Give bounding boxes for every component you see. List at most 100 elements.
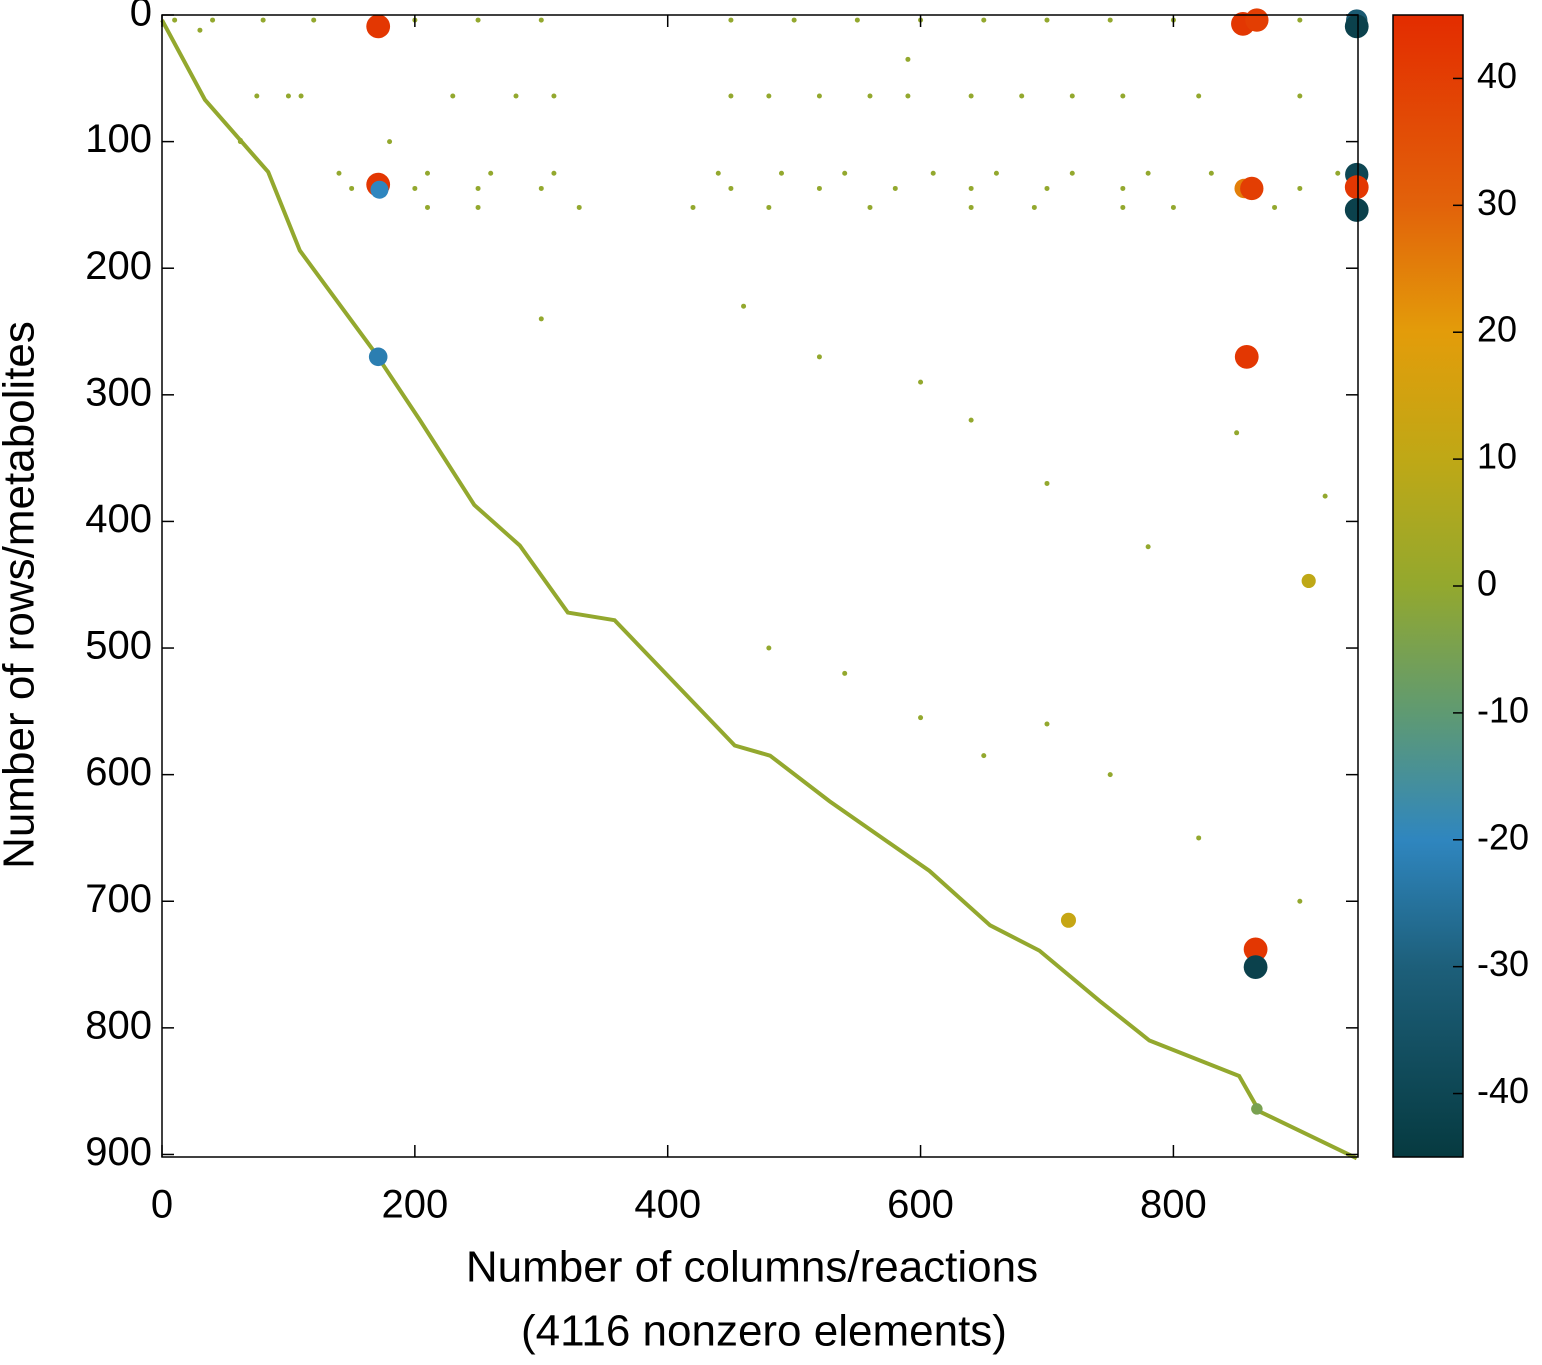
data-point [366,14,391,39]
data-point [1196,835,1202,841]
data-point [1145,170,1151,176]
data-point [1251,1103,1263,1115]
data-point [538,185,544,191]
y-tick-label: 900 [85,1130,152,1174]
data-point [336,170,342,176]
data-point [981,753,987,759]
data-point [1297,185,1303,191]
data-point [1322,493,1328,499]
x-tick-label: 400 [634,1183,701,1227]
data-point [1245,8,1269,32]
data-point [538,316,544,322]
data-point [1344,14,1369,39]
data-point [791,17,797,23]
data-point [905,56,911,62]
data-point [210,17,216,23]
colorbar-tick-label: -40 [1477,1070,1529,1111]
data-point [1107,772,1113,778]
data-point [715,170,721,176]
data-point [816,93,822,99]
data-point [854,17,860,23]
data-point [968,93,974,99]
data-point [172,17,178,23]
data-point [197,27,203,33]
data-point [551,170,557,176]
data-point [918,715,924,721]
data-point [1031,204,1037,210]
data-point [1297,17,1303,23]
data-point [475,185,481,191]
data-point [1297,93,1303,99]
data-point [842,670,848,676]
data-point [387,139,393,145]
data-point [311,17,317,23]
colorbar-tick-label: 40 [1477,55,1517,96]
x-tick-label: 800 [1140,1183,1207,1227]
data-point [905,93,911,99]
data-point [1060,912,1077,928]
colorbar-tick-label: 0 [1477,563,1497,604]
data-point [450,93,456,99]
colorbar-tick-label: -30 [1477,943,1529,984]
y-tick-label: 400 [85,497,152,541]
data-point [842,170,848,176]
data-point [1044,17,1050,23]
data-point [1243,937,1268,962]
data-point [1272,204,1278,210]
data-point [475,17,481,23]
data-point [968,185,974,191]
data-point [867,93,873,99]
y-axis-label: Number of rows/metabolites [0,321,44,869]
colorbar-tick-label: -20 [1477,816,1529,857]
data-point [930,170,936,176]
colorbar-tick-label: 10 [1477,436,1517,477]
data-point [728,17,734,23]
data-point [475,204,481,210]
data-point [968,417,974,423]
data-point [285,93,291,99]
colorbar: -40 -30 -20 -10 0 10 20 30 40 [1392,14,1529,1158]
x-tick-label: 0 [151,1183,173,1227]
data-point [576,204,582,210]
data-point [1120,93,1126,99]
data-point [1234,430,1240,436]
y-tick-label: 300 [85,370,152,414]
data-point [1301,573,1316,589]
data-point [1069,93,1075,99]
data-point [968,204,974,210]
data-point [1208,170,1214,176]
data-point [741,303,747,309]
y-tick-label: 800 [85,1003,152,1047]
data-point [1240,176,1264,201]
data-point [1107,17,1113,23]
colorbar-scale [1392,14,1464,1158]
x-axis-label-note: (4116 nonzero elements) [521,1307,1007,1356]
data-point [488,170,494,176]
data-point [538,17,544,23]
data-point [254,93,260,99]
data-point [1196,93,1202,99]
data-point [1044,480,1050,486]
data-point [1243,955,1268,979]
data-point [766,645,772,651]
data-point [1069,170,1075,176]
colorbar-tick-label: 30 [1477,182,1517,223]
y-tick-label: 100 [85,117,152,161]
data-point [728,185,734,191]
data-point [867,204,873,210]
data-point [1297,898,1303,904]
plot-area [160,8,1369,1161]
data-point [1044,721,1050,727]
data-point [778,170,784,176]
data-point [993,170,999,176]
data-point [1234,344,1259,369]
data-point [424,170,430,176]
data-point [690,204,696,210]
y-tick-label: 600 [85,750,152,794]
plot-frame [161,14,1359,1158]
data-point [1019,93,1025,99]
data-point [1170,204,1176,210]
data-point [918,379,924,385]
x-tick-label: 200 [381,1183,448,1227]
